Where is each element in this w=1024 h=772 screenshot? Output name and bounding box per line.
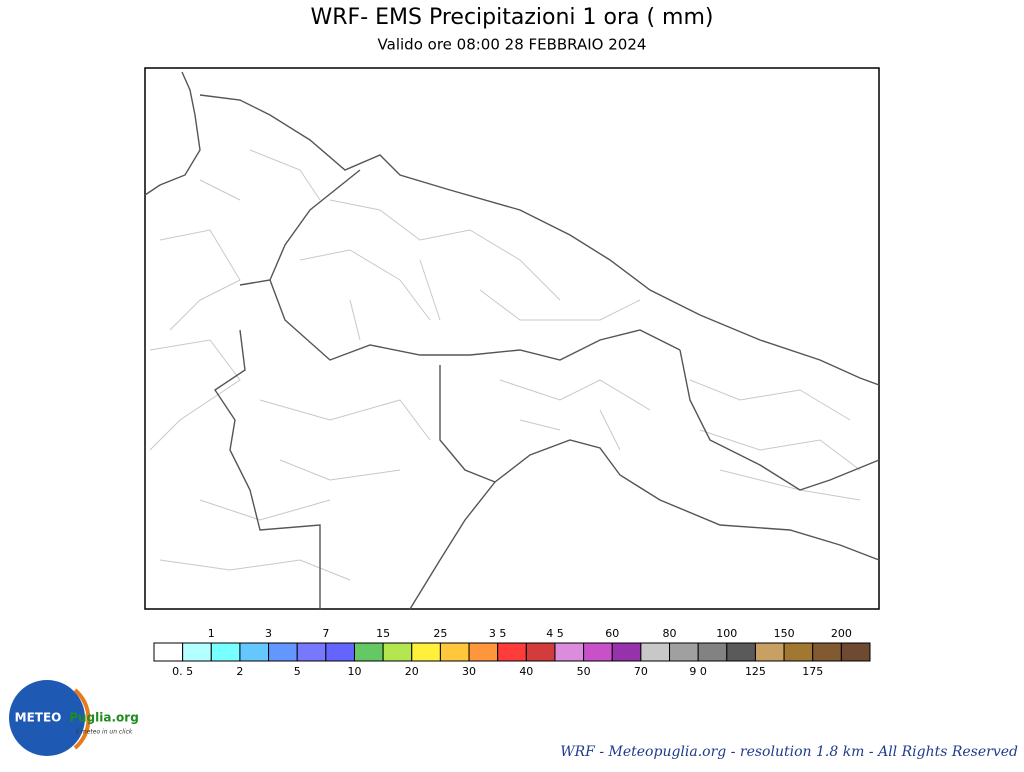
- legend-swatch: [296, 642, 327, 662]
- legend-swatch: [325, 642, 355, 662]
- title: WRF- EMS Precipitazioni 1 ora ( mm): [311, 5, 714, 30]
- legend-swatch: [726, 642, 756, 662]
- legend-label: 25: [433, 627, 447, 640]
- legend-label: 0. 5: [172, 665, 193, 678]
- legend-label: 3 5: [489, 627, 507, 640]
- legend-swatch: [411, 642, 441, 662]
- legend-swatch: [239, 642, 270, 662]
- legend-label: 2: [236, 665, 243, 678]
- legend-label: 70: [634, 665, 648, 678]
- legend-label: 9 0: [689, 665, 707, 678]
- subtitle: Valido ore 08:00 28 FEBBRAIO 2024: [378, 36, 647, 54]
- legend-label: 50: [577, 665, 591, 678]
- legend-label: 20: [405, 665, 419, 678]
- legend-label: 30: [462, 665, 476, 678]
- legend-swatch: [812, 642, 842, 662]
- legend-label: 1: [208, 627, 215, 640]
- legend-swatch: [840, 642, 871, 662]
- logo-brand: Puglia.org: [69, 711, 139, 725]
- legend-label: 60: [605, 627, 619, 640]
- legend-swatch: [640, 642, 671, 662]
- legend-label: 100: [716, 627, 737, 640]
- logo-tagline: il meteo in un click: [76, 729, 133, 736]
- map: [144, 67, 880, 610]
- legend-swatch: [554, 642, 585, 662]
- legend-swatch: [697, 642, 728, 662]
- legend-label: 10: [347, 665, 361, 678]
- legend-swatch: [525, 642, 556, 662]
- legend-label: 200: [831, 627, 852, 640]
- legend-label: 5: [294, 665, 301, 678]
- legend-swatch: [468, 642, 499, 662]
- legend-swatch: [439, 642, 470, 662]
- legend-swatch: [153, 642, 184, 662]
- logo-name: METEO: [15, 711, 62, 725]
- legend-label: 15: [376, 627, 390, 640]
- legend-label: 4 5: [546, 627, 564, 640]
- legend-swatch: [182, 642, 212, 662]
- legend-swatch: [754, 642, 785, 662]
- legend-label: 150: [774, 627, 795, 640]
- legend-swatch: [382, 642, 413, 662]
- legend-swatch: [783, 642, 814, 662]
- legend-swatch: [497, 642, 527, 662]
- legend-label: 80: [663, 627, 677, 640]
- legend-swatch: [611, 642, 642, 662]
- legend-label: 3: [265, 627, 272, 640]
- legend-label: 175: [802, 665, 823, 678]
- legend-label: 125: [745, 665, 766, 678]
- legend-swatch: [210, 642, 241, 662]
- logo: METEO Puglia.org il meteo in un click: [9, 680, 139, 756]
- legend-swatch: [669, 642, 699, 662]
- legend-label: 7: [322, 627, 329, 640]
- legend-swatch: [583, 642, 613, 662]
- legend-label: 40: [519, 665, 533, 678]
- legend-swatch: [353, 642, 384, 662]
- footer: WRF - Meteopuglia.org - resolution 1.8 k…: [560, 744, 1018, 760]
- legend-swatch: [268, 642, 298, 662]
